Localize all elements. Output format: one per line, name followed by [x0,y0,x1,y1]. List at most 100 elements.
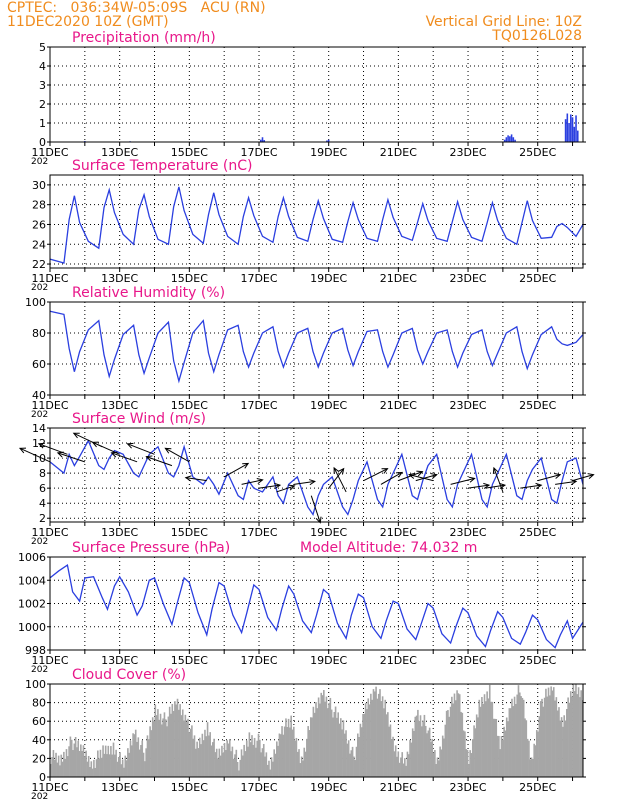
cloud-bar [435,763,437,777]
cloud-bar [270,757,273,777]
cloud-bar [161,724,163,777]
cloud-bar [488,684,491,777]
cloud-bar [81,750,83,777]
cloud-bar [530,757,533,777]
cloud-bar [384,699,387,777]
cloud-bar [380,701,383,777]
x-tick-label: 23DEC [449,146,486,159]
cloud-bar [114,754,116,777]
cloud-bar [402,763,405,777]
cloud-bar [202,740,205,777]
wind-vector [185,477,207,482]
cloud-bar [191,725,193,777]
x-tick-label: 19DEC [310,781,347,794]
cloud-bar [213,738,215,777]
cloud-bar [448,716,451,777]
wind-vector-head [587,473,595,480]
cloud-bar [486,691,488,777]
cloud-bar [313,712,316,777]
wind-vector-head [145,455,153,462]
wind-vector [146,456,173,467]
cloud-bar [140,745,142,777]
wind-series-line [49,439,584,516]
wind-title: Surface Wind (m/s) [72,411,206,427]
wind-vector-head [395,471,403,478]
cloud-bar [569,691,572,777]
cloud-bar [351,746,354,777]
cloud-bar [580,690,582,777]
y-tick-label: 24 [32,238,46,251]
cloud-bar [215,748,218,777]
cloud-bar [505,717,508,777]
y-tick-label: 22 [32,258,46,271]
cloud-bar [341,729,343,777]
temp-title: Surface Temperature (nC) [72,158,253,174]
cloud-bar [532,758,534,777]
precip-bar [514,139,516,142]
precip-bar [327,139,330,142]
cloud-bar [210,745,213,777]
cloud-bar [404,758,406,777]
cloud-bar [144,761,146,777]
y-tick-label: 1002 [18,598,46,611]
cloud-bar [110,746,112,777]
cloud-bar [541,698,543,777]
cloud-bar [50,763,52,777]
cloud-bar [368,704,371,777]
cloud-bar [468,763,470,777]
cloud-bar [98,758,100,777]
cloud-bar [346,743,349,777]
cloud-bar [260,752,262,777]
cloud-bar [296,751,299,777]
cloud-bar [187,718,189,777]
x-year-label: 202 [31,537,48,547]
cloud-bar [63,751,65,777]
pres-series-line [49,564,584,649]
wind-vector-head [308,479,316,486]
cloud-bar [373,691,376,777]
cloud-bar [452,703,454,777]
precip-bar [566,113,569,142]
cloud-bar [447,710,449,777]
precip-bar [507,135,509,142]
cloud-bar [286,727,289,777]
cloud-bar [317,697,320,777]
cloud-bar [103,753,106,777]
cloud-bar [465,749,468,777]
cloud-bar [52,750,55,777]
x-tick-label: 19DEC [310,399,347,412]
cloud-bar [235,749,238,777]
cloud-bar [247,746,249,777]
cloud-bar [482,703,485,777]
cloud-bar [279,734,282,777]
rh-title: Relative Humidity (%) [72,285,225,301]
wind-vector [450,477,475,485]
cloud-bar [136,741,138,777]
cloud-bar [76,747,78,777]
cloud-bar [453,693,456,777]
cloud-bar [223,743,226,777]
wind-vector-head [37,442,45,449]
y-tick-label: 3 [39,79,46,92]
rh-frame [49,301,584,396]
precip-bar [568,123,570,142]
cloud-bar [192,738,195,777]
precip-bar [503,139,506,142]
cloud-bar [325,696,328,777]
x-tick-label: 11DEC [31,526,68,539]
cloud-bar [507,721,509,777]
cloud-bar [245,740,248,777]
cloud-bar [490,701,492,777]
cloud-frame [49,683,584,778]
cloud-bar [179,704,181,777]
cloud-bar [503,726,505,777]
cloud-bar [78,750,81,777]
wind-vector [57,452,85,463]
cloud-bar [170,713,172,777]
y-tick-label: 998 [25,644,46,657]
cloud-bar [283,726,286,777]
cloud-bar [56,762,59,777]
x-tick-label: 15DEC [171,146,208,159]
cloud-bar [539,701,542,777]
cloud-bar [576,694,579,777]
